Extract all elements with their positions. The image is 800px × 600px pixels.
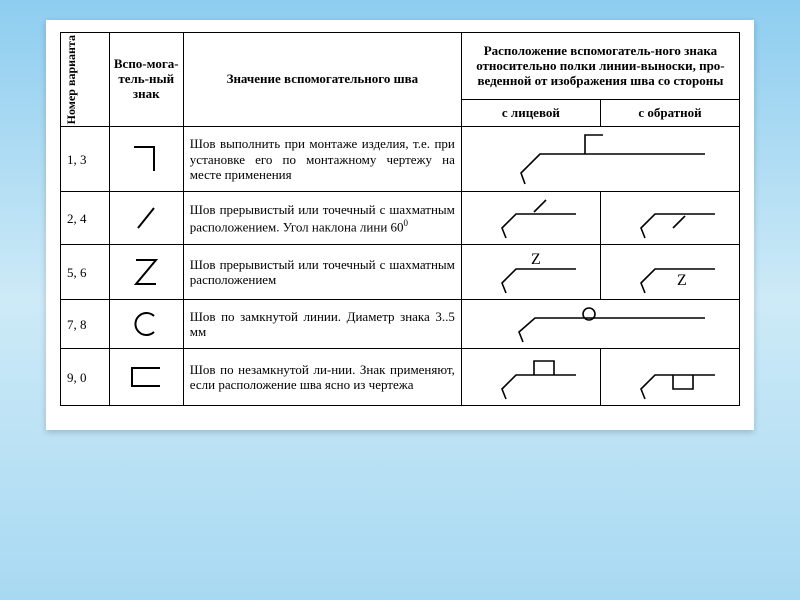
sign-description: Шов прерывистый или точечный с шахматным… bbox=[183, 192, 461, 245]
leader-example-circle bbox=[461, 300, 739, 349]
table-row: 2, 4 Шов прерывистый или точечный с шахм… bbox=[61, 192, 740, 245]
sign-description: Шов прерывистый или точечный с шахматным… bbox=[183, 245, 461, 300]
variant-number: 2, 4 bbox=[61, 192, 110, 245]
table-row: 9, 0 Шов по незамкнутой ли-нии. Знак при… bbox=[61, 349, 740, 406]
sign-description: Шов выполнить при монтаже изделия, т.е. … bbox=[183, 127, 461, 192]
variant-number: 9, 0 bbox=[61, 349, 110, 406]
variant-number: 7, 8 bbox=[61, 300, 110, 349]
header-face-side: с лицевой bbox=[461, 100, 600, 127]
header-meaning: Значение вспомогательного шва bbox=[183, 33, 461, 127]
variant-number: 5, 6 bbox=[61, 245, 110, 300]
aux-sign-circle-icon bbox=[109, 300, 183, 349]
table-row: 1, 3 Шов выполнить при монтаже изделия, … bbox=[61, 127, 740, 192]
table-sheet: Номер варианта Вспо-мога-тель-ный знак З… bbox=[46, 20, 754, 430]
aux-sign-bracket-icon bbox=[109, 349, 183, 406]
leader-face-zed: Z bbox=[461, 245, 600, 300]
leader-back-slash bbox=[600, 192, 739, 245]
aux-sign-mount-icon bbox=[109, 127, 183, 192]
header-aux-sign: Вспо-мога-тель-ный знак bbox=[109, 33, 183, 127]
aux-sign-slash-icon bbox=[109, 192, 183, 245]
sign-description: Шов по незамкнутой ли-нии. Знак применяю… bbox=[183, 349, 461, 406]
table-row: 7, 8 Шов по замкнутой линии. Диаметр зна… bbox=[61, 300, 740, 349]
leader-back-zed: Z bbox=[600, 245, 739, 300]
table-row: 5, 6 Шов прерывистый или точечный с шахм… bbox=[61, 245, 740, 300]
header-position: Расположение вспомогатель-ного знака отн… bbox=[461, 33, 739, 100]
header-back-side: с обратной bbox=[600, 100, 739, 127]
weld-aux-sign-table: Номер варианта Вспо-мога-тель-ный знак З… bbox=[60, 32, 740, 406]
leader-face-slash bbox=[461, 192, 600, 245]
header-variant-number: Номер варианта bbox=[61, 33, 110, 127]
leader-example-mount bbox=[461, 127, 739, 192]
variant-number: 1, 3 bbox=[61, 127, 110, 192]
svg-text:Z: Z bbox=[677, 272, 687, 289]
aux-sign-zed-icon bbox=[109, 245, 183, 300]
svg-text:Z: Z bbox=[531, 251, 541, 268]
leader-face-bracket bbox=[461, 349, 600, 406]
sign-description: Шов по замкнутой линии. Диаметр знака 3.… bbox=[183, 300, 461, 349]
leader-back-bracket bbox=[600, 349, 739, 406]
